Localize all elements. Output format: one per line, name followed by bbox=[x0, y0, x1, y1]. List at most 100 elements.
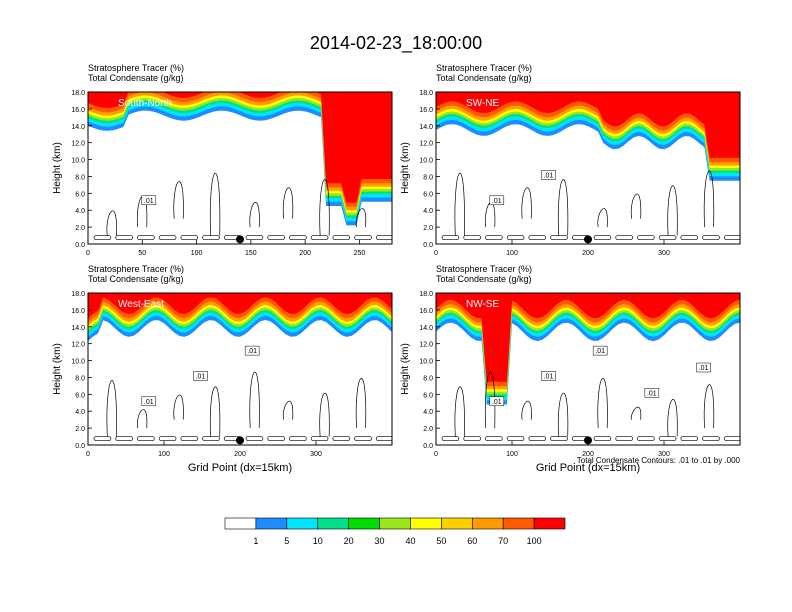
contour-label-box bbox=[644, 388, 660, 398]
colorbar-swatch bbox=[502, 517, 535, 530]
location-marker bbox=[584, 436, 592, 445]
x-tick-label: 0 bbox=[434, 250, 438, 257]
condensate-contour bbox=[703, 384, 715, 429]
condensate-contour bbox=[637, 235, 655, 240]
contour-label: .01 bbox=[544, 373, 554, 380]
colorbar-swatch bbox=[441, 517, 473, 530]
condensate-contour bbox=[310, 235, 329, 240]
x-tick-label: 100 bbox=[506, 250, 518, 257]
contour-label: .01 bbox=[492, 399, 502, 406]
y-tick-label: 12.0 bbox=[419, 342, 433, 349]
y-axis-label: Height (km) bbox=[52, 343, 63, 395]
condensate-contours bbox=[441, 371, 740, 441]
condensate-contour bbox=[441, 235, 460, 240]
condensate-contour bbox=[180, 436, 199, 441]
condensate-contour bbox=[667, 185, 678, 236]
condensate-contour bbox=[637, 436, 655, 441]
condensate-contour bbox=[506, 436, 525, 441]
condensate-contour bbox=[245, 235, 264, 240]
y-tick-label: 10.0 bbox=[71, 359, 85, 366]
condensate-contour bbox=[282, 187, 294, 219]
x-tick-label: 0 bbox=[86, 451, 90, 458]
condensate-contour bbox=[319, 179, 330, 236]
condensate-contour bbox=[667, 399, 678, 437]
condensate-contour bbox=[289, 235, 307, 240]
condensate-contour bbox=[93, 436, 112, 441]
condensate-contour bbox=[267, 235, 285, 240]
contour-label-box bbox=[696, 362, 711, 373]
condensate-contour bbox=[506, 235, 525, 240]
colorbar-swatch bbox=[471, 517, 504, 530]
y-tick-label: 14.0 bbox=[71, 124, 85, 131]
location-marker bbox=[236, 436, 244, 445]
y-tick-label: 14.0 bbox=[71, 325, 85, 332]
x-tick-label: 200 bbox=[234, 451, 246, 458]
chart-panel-2: Stratosphere Tracer (%)Total Condensate … bbox=[400, 63, 741, 257]
y-tick-label: 8.0 bbox=[423, 174, 433, 181]
condensate-contour bbox=[658, 436, 677, 441]
y-tick-label: 10.0 bbox=[419, 359, 433, 366]
panel-subtitle-line: Stratosphere Tracer (%) bbox=[88, 264, 184, 274]
contour-note: Total Condensate Contours: .01 to .01 by… bbox=[577, 456, 741, 465]
x-tick-label: 0 bbox=[86, 250, 90, 257]
y-axis-label: Height (km) bbox=[400, 142, 411, 194]
y-tick-label: 6.0 bbox=[75, 191, 85, 198]
panel-label: SW-NE bbox=[466, 98, 499, 109]
condensate-contour bbox=[463, 235, 481, 240]
condensate-contour bbox=[354, 436, 372, 441]
condensate-contour bbox=[249, 371, 260, 429]
y-tick-label: 10.0 bbox=[71, 158, 85, 165]
y-tick-label: 2.0 bbox=[75, 225, 85, 232]
condensate-contour bbox=[702, 436, 720, 441]
colorbar-label: 40 bbox=[405, 536, 415, 546]
x-tick-label: 100 bbox=[191, 250, 203, 257]
panel-subtitle-line: Total Condensate (g/kg) bbox=[88, 274, 184, 284]
condensate-contour bbox=[454, 173, 465, 236]
condensate-contour bbox=[723, 235, 740, 240]
colorbar-swatch bbox=[317, 517, 349, 530]
condensate-contour bbox=[597, 377, 608, 429]
x-tick-label: 200 bbox=[299, 250, 311, 257]
y-tick-label: 2.0 bbox=[423, 225, 433, 232]
panel-subtitle-line: Stratosphere Tracer (%) bbox=[436, 63, 532, 73]
condensate-contours bbox=[93, 371, 392, 441]
condensate-contour bbox=[332, 235, 351, 240]
colorbar-label: 100 bbox=[527, 536, 542, 546]
y-tick-label: 8.0 bbox=[75, 174, 85, 181]
condensate-contour bbox=[485, 436, 503, 441]
chart-panel-4: Stratosphere Tracer (%)Total Condensate … bbox=[400, 264, 741, 474]
y-tick-label: 6.0 bbox=[75, 392, 85, 399]
location-marker bbox=[236, 235, 244, 244]
contour-label: .01 bbox=[595, 348, 605, 355]
tracer-level-8 bbox=[436, 293, 740, 382]
condensate-contour bbox=[332, 436, 351, 441]
y-tick-label: 2.0 bbox=[423, 426, 433, 433]
condensate-contour bbox=[615, 436, 633, 441]
y-tick-label: 14.0 bbox=[419, 325, 433, 332]
panel-subtitle-line: Total Condensate (g/kg) bbox=[436, 274, 532, 284]
contour-label: .01 bbox=[544, 172, 554, 179]
condensate-contour bbox=[115, 235, 133, 240]
condensate-contour bbox=[137, 235, 155, 240]
condensate-contour bbox=[354, 235, 372, 240]
x-axis-label: Grid Point (dx=15km) bbox=[188, 462, 292, 474]
contour-label-box bbox=[541, 371, 556, 381]
x-tick-label: 200 bbox=[582, 250, 594, 257]
condensate-contour bbox=[249, 202, 260, 228]
y-tick-label: 0.0 bbox=[423, 443, 433, 450]
condensate-contour bbox=[158, 235, 177, 240]
colorbar-swatch bbox=[410, 517, 442, 530]
y-tick-label: 12.0 bbox=[71, 342, 85, 349]
condensate-contour bbox=[158, 436, 177, 441]
y-tick-label: 12.0 bbox=[419, 141, 433, 148]
condensate-contour bbox=[528, 436, 547, 441]
condensate-contour bbox=[355, 377, 367, 429]
panel-label: NW-SE bbox=[466, 299, 499, 310]
contour-label: .01 bbox=[492, 198, 502, 205]
x-tick-label: 300 bbox=[658, 250, 670, 257]
condensate-contour bbox=[521, 400, 532, 420]
condensate-contour bbox=[557, 179, 569, 236]
contour-label-box bbox=[489, 195, 505, 206]
y-tick-label: 18.0 bbox=[71, 90, 85, 97]
